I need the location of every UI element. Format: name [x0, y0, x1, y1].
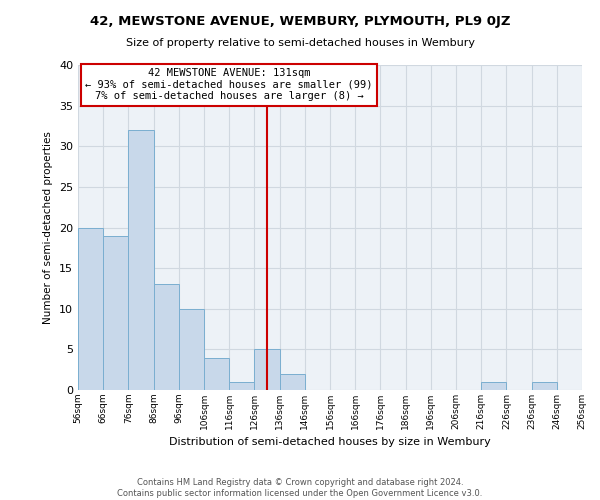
- Bar: [204, 358, 229, 390]
- Bar: [78, 228, 103, 390]
- Text: Contains HM Land Registry data © Crown copyright and database right 2024.
Contai: Contains HM Land Registry data © Crown c…: [118, 478, 482, 498]
- Bar: [229, 382, 254, 390]
- Bar: [532, 382, 557, 390]
- Text: 42, MEWSTONE AVENUE, WEMBURY, PLYMOUTH, PL9 0JZ: 42, MEWSTONE AVENUE, WEMBURY, PLYMOUTH, …: [90, 15, 510, 28]
- Text: 42 MEWSTONE AVENUE: 131sqm
← 93% of semi-detached houses are smaller (99)
7% of : 42 MEWSTONE AVENUE: 131sqm ← 93% of semi…: [85, 68, 373, 102]
- Bar: [103, 236, 128, 390]
- Bar: [154, 284, 179, 390]
- Bar: [179, 308, 204, 390]
- Bar: [254, 350, 280, 390]
- Bar: [481, 382, 506, 390]
- Bar: [128, 130, 154, 390]
- Bar: [280, 374, 305, 390]
- Y-axis label: Number of semi-detached properties: Number of semi-detached properties: [43, 131, 53, 324]
- Text: Size of property relative to semi-detached houses in Wembury: Size of property relative to semi-detach…: [125, 38, 475, 48]
- X-axis label: Distribution of semi-detached houses by size in Wembury: Distribution of semi-detached houses by …: [169, 438, 491, 448]
